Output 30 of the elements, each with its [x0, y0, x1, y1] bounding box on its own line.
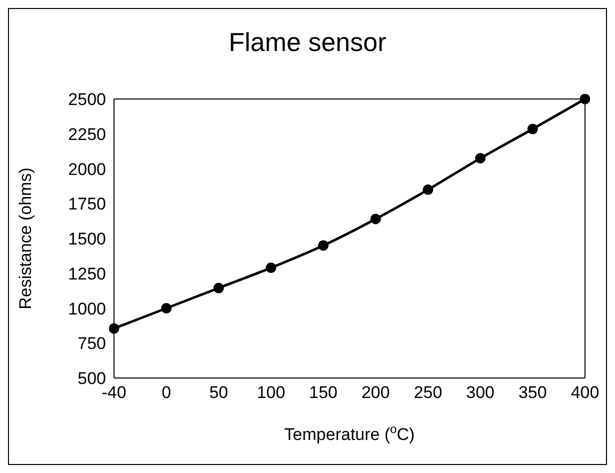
point [422, 184, 434, 195]
y-tick-label: 750 [78, 334, 106, 354]
y-tick-label: 1000 [68, 299, 106, 318]
point [161, 303, 172, 314]
x-tick-label: 300 [466, 383, 495, 402]
point [318, 240, 329, 251]
point [527, 124, 538, 134]
chart-title: Flame sensor [228, 27, 388, 58]
point [580, 94, 590, 104]
x-tick-label: 350 [518, 383, 547, 402]
x-tick-label: 100 [256, 383, 286, 402]
x-tick-label: 250 [414, 383, 442, 402]
x-axis-title: Temperature ($^{o}$C) [284, 422, 415, 444]
y-tick-label: 2000 [68, 160, 106, 179]
x-tick-label: 200 [361, 383, 390, 402]
x-tick-label: 50 [209, 383, 228, 402]
y-tick-label: 1250 [68, 264, 106, 284]
point [109, 323, 120, 334]
y-tick-label: 2500 [68, 90, 106, 110]
y-tick-label: 2250 [68, 124, 106, 144]
y-tick-label: 1750 [68, 194, 106, 214]
x-tick-label: 0 [162, 383, 172, 402]
x-tick-label: 400 [570, 383, 600, 402]
point [475, 153, 486, 164]
y-axis-title: Resistance (ohms) [16, 168, 35, 310]
x-tick-label: 150 [309, 383, 338, 402]
point [370, 214, 381, 224]
y-tick-label: 1500 [68, 230, 106, 249]
point [266, 262, 276, 274]
point [213, 282, 224, 294]
